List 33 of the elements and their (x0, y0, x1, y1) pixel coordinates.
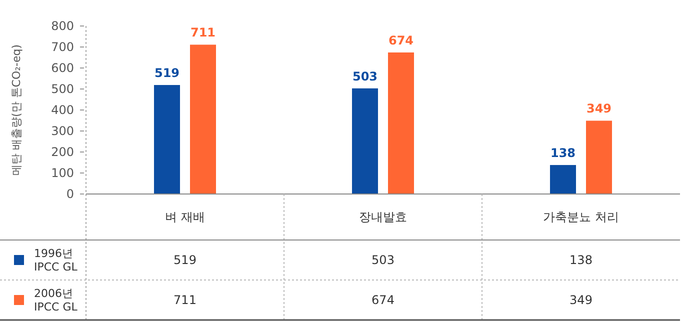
x-tick-label: 벼 재배 (165, 210, 205, 224)
bar (190, 44, 216, 194)
y-tick-label: 200 (51, 145, 74, 160)
y-tick-label: 100 (51, 166, 74, 180)
text: 674 (388, 33, 414, 48)
data-label: 674 (372, 293, 394, 308)
bar (154, 85, 180, 194)
data-label: 138 (570, 253, 592, 268)
bar (586, 120, 612, 194)
data-label: 349 (570, 293, 592, 308)
y-tick-label: 700 (51, 40, 74, 54)
text: 349 (586, 102, 612, 116)
data-label: 711 (174, 293, 196, 308)
bar (388, 52, 414, 194)
bar (550, 165, 576, 194)
legend-label: 2006년 IPCC GL (34, 286, 78, 314)
data-label: 519 (174, 253, 196, 268)
x-tick-label: 가축분뇨 처리 (543, 210, 619, 224)
bar (352, 88, 378, 194)
y-tick-label: 800 (51, 19, 74, 34)
y-tick-label: 0 (66, 187, 74, 202)
data-label: 503 (372, 253, 394, 268)
legend-label: 1996년 IPCC GL (34, 246, 78, 274)
text: 503 (352, 69, 378, 84)
y-tick-label: 300 (51, 124, 74, 138)
y-tick-label: 500 (51, 82, 74, 96)
x-tick-label: 장내발효 (359, 210, 407, 224)
y-tick-label: 400 (51, 103, 74, 118)
text: 519 (154, 66, 180, 80)
y-axis-title: 메탄 배출량(만 톤CO₂-eq) (10, 44, 23, 176)
text: 711 (190, 26, 216, 40)
y-tick-label: 600 (51, 61, 74, 76)
text: 138 (550, 146, 576, 160)
